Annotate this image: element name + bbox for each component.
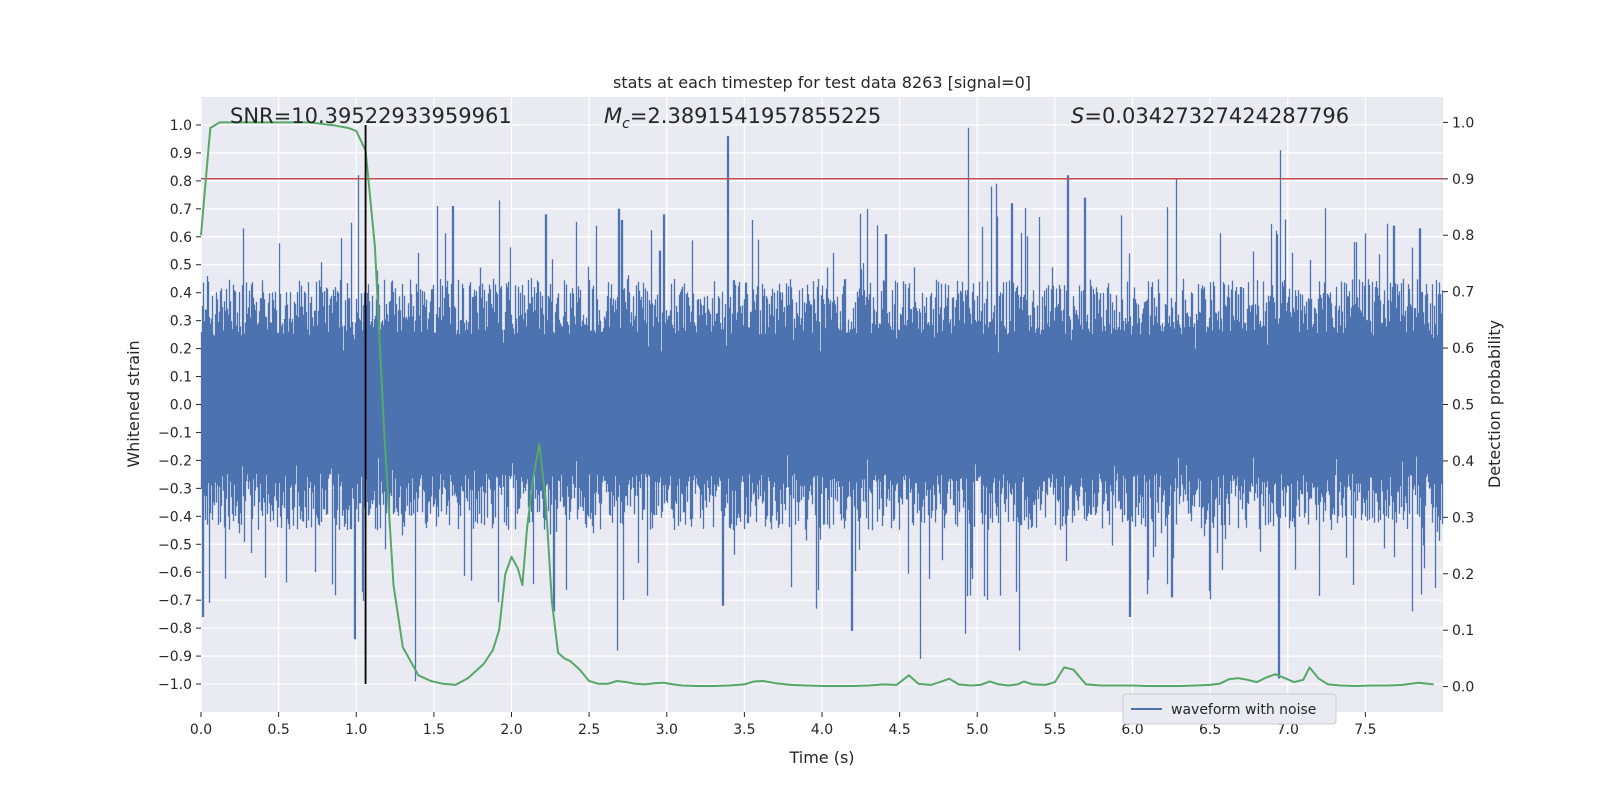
y-tick-label-left: −0.7	[158, 593, 192, 609]
y-tick-label-left: 0.9	[170, 146, 192, 162]
y-tick-label-left: −0.2	[158, 453, 192, 469]
x-tick-label: 0.5	[267, 722, 289, 738]
x-tick-label: 3.5	[733, 722, 755, 738]
s-annotation: S=0.03427327424287796	[1071, 104, 1349, 128]
y-tick-label-right: 0.4	[1452, 454, 1474, 470]
y-axis-label-left: Whitened strain	[124, 340, 143, 467]
x-tick-label: 2.0	[500, 722, 522, 738]
y-tick-label-left: −0.1	[158, 425, 192, 441]
y-tick-label-left: −0.4	[158, 509, 192, 525]
y-tick-label-right: 0.7	[1452, 285, 1474, 301]
y-tick-label-left: 0.0	[170, 398, 192, 414]
mc-symbol: M	[604, 104, 622, 128]
y-axis-label-right: Detection probability	[1485, 320, 1504, 488]
y-tick-label-left: −0.9	[158, 649, 192, 665]
s-value: =0.03427327424287796	[1084, 104, 1349, 128]
x-tick-label: 0.0	[190, 722, 212, 738]
x-tick-label: 7.0	[1277, 722, 1299, 738]
legend-label: waveform with noise	[1171, 702, 1316, 718]
y-tick-label-right: 0.2	[1452, 567, 1474, 583]
y-tick-label-left: 0.8	[170, 174, 192, 190]
y-tick-label-left: 0.5	[170, 258, 192, 274]
x-tick-label: 1.5	[423, 722, 445, 738]
x-tick-label: 4.5	[888, 722, 910, 738]
y-tick-label-left: −0.6	[158, 565, 192, 581]
y-tick-label-left: 0.1	[170, 370, 192, 386]
mc-annotation: Mc=2.3891541957855225	[604, 104, 881, 132]
y-tick-label-right: 0.1	[1452, 623, 1474, 639]
waveform-series	[200, 127, 1444, 682]
probability-path	[200, 121, 1434, 687]
y-ticks-right: 1.0 0.9 0.8 0.7 0.6 0.5 0.4 0.3 0.2 0.1 0.0	[1443, 115, 1474, 696]
y-tick-label-right: 0.5	[1452, 398, 1474, 414]
mc-value: =2.3891541957855225	[630, 104, 881, 128]
y-tick-label-right: 1.0	[1452, 115, 1474, 131]
y-tick-label-left: 0.7	[170, 202, 192, 218]
mc-subscript: c	[622, 116, 630, 132]
chart-title: stats at each timestep for test data 826…	[613, 73, 1031, 92]
y-tick-label-left: 0.3	[170, 314, 192, 330]
y-tick-label-left: 0.4	[170, 286, 192, 302]
x-tick-label: 3.0	[656, 722, 678, 738]
legend: waveform with noise	[1122, 693, 1337, 725]
x-tick-label: 5.0	[966, 722, 988, 738]
y-tick-label-right: 0.0	[1452, 680, 1474, 696]
y-tick-label-left: −0.3	[158, 481, 192, 497]
y-tick-label-right: 0.3	[1452, 510, 1474, 526]
snr-annotation: SNR=10.39522933959961	[230, 104, 512, 128]
y-tick-label-right: 0.9	[1452, 172, 1474, 188]
x-tick-label: 2.5	[578, 722, 600, 738]
y-tick-label-left: −0.8	[158, 621, 192, 637]
x-ticks: 0.0 0.5 1.0 1.5 2.0 2.5 3.0 3.5 4.0 4.5 5.0 5.5 6.0 6…	[190, 712, 1377, 738]
x-tick-label: 4.0	[811, 722, 833, 738]
y-tick-label-right: 0.8	[1452, 228, 1474, 244]
y-tick-label-left: −0.5	[158, 537, 192, 553]
legend-box	[1122, 693, 1337, 725]
x-tick-label: 1.0	[345, 722, 367, 738]
x-tick-label: 6.5	[1199, 722, 1221, 738]
y-tick-label-right: 0.6	[1452, 341, 1474, 357]
x-axis-label: Time (s)	[788, 748, 854, 767]
y-tick-label-left: 0.2	[170, 342, 192, 358]
waveform-path	[200, 127, 1444, 682]
probability-series	[200, 121, 1434, 687]
y-tick-label-left: 1.0	[170, 118, 192, 134]
x-tick-label: 5.5	[1044, 722, 1066, 738]
y-ticks-left: 1.0 0.9 0.8 0.7 0.6 0.5 0.4 0.3 0.2 0.1 0.0 −0.1 −0.…	[158, 118, 201, 693]
y-tick-label-left: −1.0	[158, 677, 192, 693]
x-tick-label: 7.5	[1354, 722, 1376, 738]
y-tick-label-left: 0.6	[170, 230, 192, 246]
s-symbol: S	[1071, 104, 1084, 128]
x-tick-label: 6.0	[1121, 722, 1143, 738]
